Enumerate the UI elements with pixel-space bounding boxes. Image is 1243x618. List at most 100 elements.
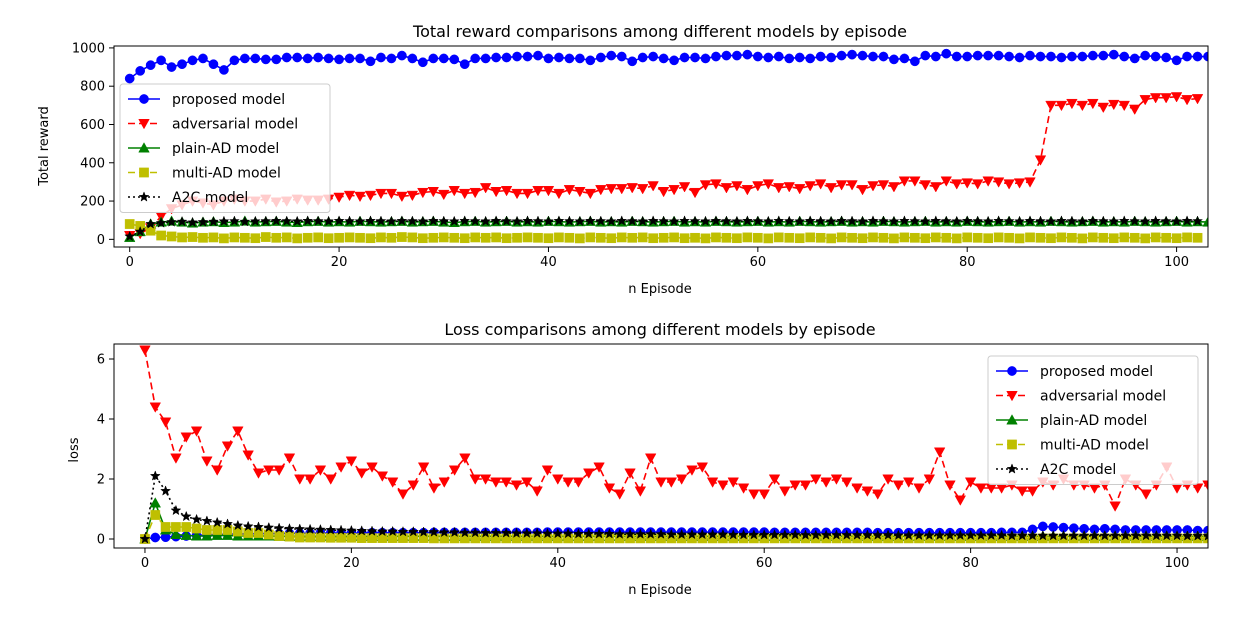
loss-point-plain-ad-model [201,530,213,541]
reward-point-a2c-model [511,215,523,227]
reward-point-multi-ad-model [616,232,627,243]
reward-point-a2c-model [752,215,764,226]
loss-point-adversarial-model [459,453,471,464]
loss-point-multi-ad-model [398,533,408,543]
loss-point-a2c-model [459,526,471,538]
loss-point-a2c-model [583,528,595,539]
loss-point-adversarial-model [696,462,708,473]
loss-point-a2c-model [944,529,956,541]
loss-chart-title: Loss comparisons among different models … [444,320,875,339]
loss-point-a2c-model [882,529,894,540]
reward-point-proposed-model [491,52,501,63]
loss-point-multi-ad-model [263,529,274,540]
reward-legend-marker-adversarial-model [138,119,150,130]
reward-point-adversarial-model [385,188,398,200]
loss-point-adversarial-model [335,462,347,473]
reward-point-a2c-model [972,215,984,226]
reward-point-proposed-model [1004,51,1014,62]
loss-point-a2c-model [789,529,801,540]
loss-point-a2c-model [562,527,574,539]
reward-point-proposed-model [271,54,282,65]
reward-point-multi-ad-model [240,232,250,243]
loss-point-multi-ad-model [222,525,233,535]
loss-point-adversarial-model [242,450,254,461]
reward-point-proposed-model [407,53,418,64]
reward-point-multi-ad-model [449,232,460,243]
loss-point-adversarial-model [975,483,987,494]
reward-point-adversarial-model [1191,94,1204,105]
reward-point-proposed-model [595,52,606,63]
reward-point-adversarial-model [877,180,890,191]
reward-point-adversarial-model [1003,179,1015,190]
reward-chart-ylabel: Total reward [37,106,52,187]
reward-legend-label-multi-ad-model: multi-AD model [172,166,281,182]
reward-point-a2c-model [720,215,732,226]
reward-point-adversarial-model [595,185,607,196]
reward-point-a2c-model [762,215,774,227]
reward-point-proposed-model [1108,49,1119,60]
loss-point-adversarial-model [490,477,502,488]
loss-point-a2c-model [624,528,636,539]
reward-point-proposed-model [721,50,732,61]
reward-point-proposed-model [512,51,522,62]
reward-y-tick-label: 400 [80,156,105,171]
reward-point-proposed-model [627,56,638,67]
loss-legend-label-a2c-model: A2C model [1040,462,1116,478]
loss-point-a2c-model [170,504,182,516]
loss-point-adversarial-model [397,489,409,500]
loss-point-adversarial-model [428,483,440,494]
reward-x-tick-label: 100 [1164,255,1189,270]
reward-point-multi-ad-model [1129,232,1140,243]
loss-point-a2c-model [1047,529,1059,541]
loss-point-adversarial-model [221,441,234,452]
reward-point-proposed-model [365,56,376,67]
reward-point-multi-ad-model [784,232,795,243]
loss-point-adversarial-model [159,417,172,428]
reward-chart-frame [113,45,1209,248]
loss-point-a2c-model [572,528,584,539]
reward-point-proposed-model [386,53,397,64]
loss-point-a2c-model [769,529,781,540]
loss-point-a2c-model [1099,529,1111,541]
reward-point-proposed-model [1046,51,1056,62]
loss-point-multi-ad-model [294,532,305,543]
reward-point-adversarial-model [636,184,649,195]
reward-point-a2c-model [396,215,408,226]
reward-point-proposed-model [773,51,784,62]
loss-point-adversarial-model [211,465,223,476]
reward-point-proposed-model [313,52,323,63]
reward-point-multi-ad-model [669,232,679,243]
reward-point-adversarial-model [668,185,680,196]
reward-y-tick-label: 0 [97,233,105,248]
reward-point-a2c-model [616,215,628,226]
loss-point-a2c-model [614,528,626,539]
loss-series-a2c-model [139,470,1208,544]
reward-x-tick-label: 40 [540,255,557,270]
reward-point-multi-ad-model [533,232,543,243]
reward-point-adversarial-model [825,183,837,194]
reward-point-proposed-model [616,51,627,62]
reward-point-a2c-model [867,215,879,226]
reward-point-a2c-model [249,215,261,227]
reward-point-a2c-model [427,215,439,226]
reward-point-proposed-model [1119,51,1130,62]
reward-point-a2c-model [417,215,429,227]
reward-legend-label-adversarial-model: adversarial model [172,117,298,133]
loss-point-a2c-model [593,528,605,539]
reward-point-proposed-model [910,56,920,67]
reward-series-a2c-model [124,215,1204,242]
loss-point-a2c-model [645,528,657,539]
loss-chart-ticks: 0 20 40 60 80 100 0 2 4 6 [97,353,1190,572]
reward-point-a2c-model [1024,215,1036,226]
reward-point-a2c-model [1171,215,1183,227]
loss-point-a2c-model [872,529,884,540]
loss-point-adversarial-model [841,477,853,488]
reward-point-proposed-model [376,52,386,63]
loss-point-adversarial-model [964,477,977,488]
loss-point-multi-ad-model [202,525,212,535]
loss-series-multi-ad-model [140,510,1208,544]
reward-point-proposed-model [700,53,711,64]
loss-point-a2c-model [1037,529,1049,541]
reward-point-adversarial-model [982,176,994,187]
reward-point-multi-ad-model [1192,232,1203,243]
